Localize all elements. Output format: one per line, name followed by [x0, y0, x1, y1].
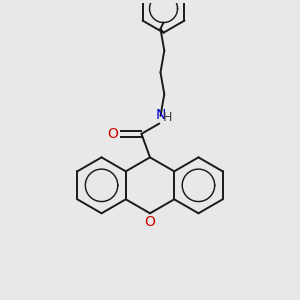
Text: H: H — [163, 110, 172, 124]
Text: O: O — [145, 215, 155, 229]
Text: O: O — [108, 127, 118, 141]
Text: N: N — [155, 108, 166, 122]
